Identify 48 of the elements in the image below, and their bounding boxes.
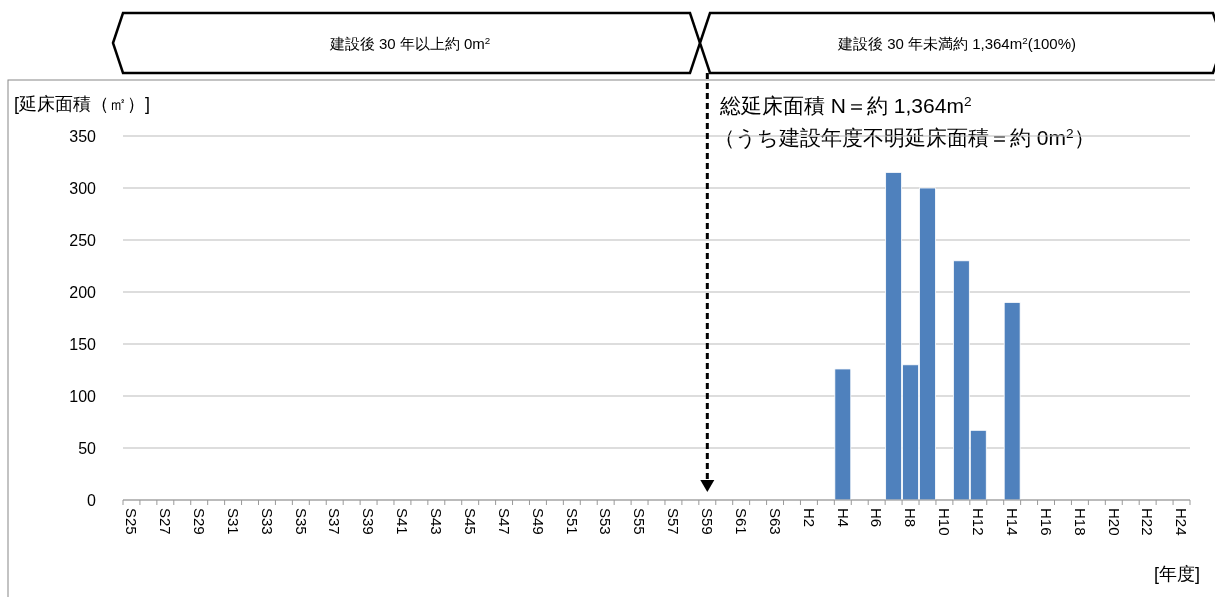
x-tick-label: H14 bbox=[1003, 508, 1021, 536]
x-tick-label: S35 bbox=[292, 508, 310, 535]
x-tick-label: S51 bbox=[563, 508, 581, 535]
x-tick-label: S61 bbox=[732, 508, 750, 535]
x-axis-title: [年度] bbox=[1153, 564, 1200, 584]
x-tick-label: S45 bbox=[461, 508, 479, 535]
annotation: （うち建設年度不明延床面積＝約 0m$^{2}$） bbox=[714, 125, 1095, 149]
x-tick-label: H10 bbox=[936, 508, 954, 536]
text: 建設後 30 年以上約 0m$^{2}$ bbox=[328, 34, 491, 52]
y-axis-title: [延床面積（㎡）] bbox=[14, 94, 151, 114]
y-tick-label: 150 bbox=[69, 335, 97, 353]
text: 建設後 30 年未満約 1,364m$^{2}$(100%) bbox=[836, 34, 1077, 52]
text: 総延床面積 N＝約 1,364m$^{2}$ bbox=[719, 93, 972, 117]
x-tick-label: S25 bbox=[123, 508, 141, 535]
x-tick-label: H20 bbox=[1105, 508, 1123, 536]
x-tick-label: H6 bbox=[868, 508, 886, 528]
x-tick-label: H24 bbox=[1173, 508, 1191, 536]
x-tick-label: H16 bbox=[1037, 508, 1055, 536]
x-tick-label: H4 bbox=[834, 508, 852, 528]
x-tick-label: S63 bbox=[766, 508, 784, 535]
x-tick-label: S49 bbox=[529, 508, 547, 535]
y-tick-label: 250 bbox=[69, 231, 97, 249]
x-tick-label: S53 bbox=[597, 508, 615, 535]
y-tick-label: 50 bbox=[78, 439, 97, 457]
x-tick-label: H2 bbox=[800, 508, 818, 528]
bar bbox=[834, 368, 852, 501]
x-tick-label: S37 bbox=[326, 508, 344, 535]
y-tick-label: 200 bbox=[69, 283, 97, 301]
bar bbox=[1003, 302, 1021, 501]
y-tick-label: 0 bbox=[87, 491, 97, 509]
x-tick-label: H18 bbox=[1071, 508, 1089, 536]
y-tick-label: 100 bbox=[69, 387, 97, 405]
x-tick-label: S59 bbox=[699, 508, 717, 535]
x-tick-label: S47 bbox=[495, 508, 513, 535]
x-tick-label: H8 bbox=[902, 508, 920, 528]
x-tick-label: S31 bbox=[224, 508, 242, 535]
x-tick-label: S41 bbox=[394, 508, 412, 535]
y-tick-label: 300 bbox=[69, 179, 97, 197]
x-tick-label: S57 bbox=[665, 508, 683, 535]
x-tick-label: S43 bbox=[428, 508, 446, 535]
x-tick-label: S39 bbox=[360, 508, 378, 535]
x-tick-label: S27 bbox=[157, 508, 175, 535]
x-tick-label: S55 bbox=[631, 508, 649, 535]
y-tick-label: 350 bbox=[69, 127, 97, 145]
x-tick-label: S29 bbox=[190, 508, 208, 535]
x-tick-label: H22 bbox=[1139, 508, 1157, 536]
x-tick-label: S33 bbox=[258, 508, 276, 535]
x-tick-label: H12 bbox=[970, 508, 988, 536]
